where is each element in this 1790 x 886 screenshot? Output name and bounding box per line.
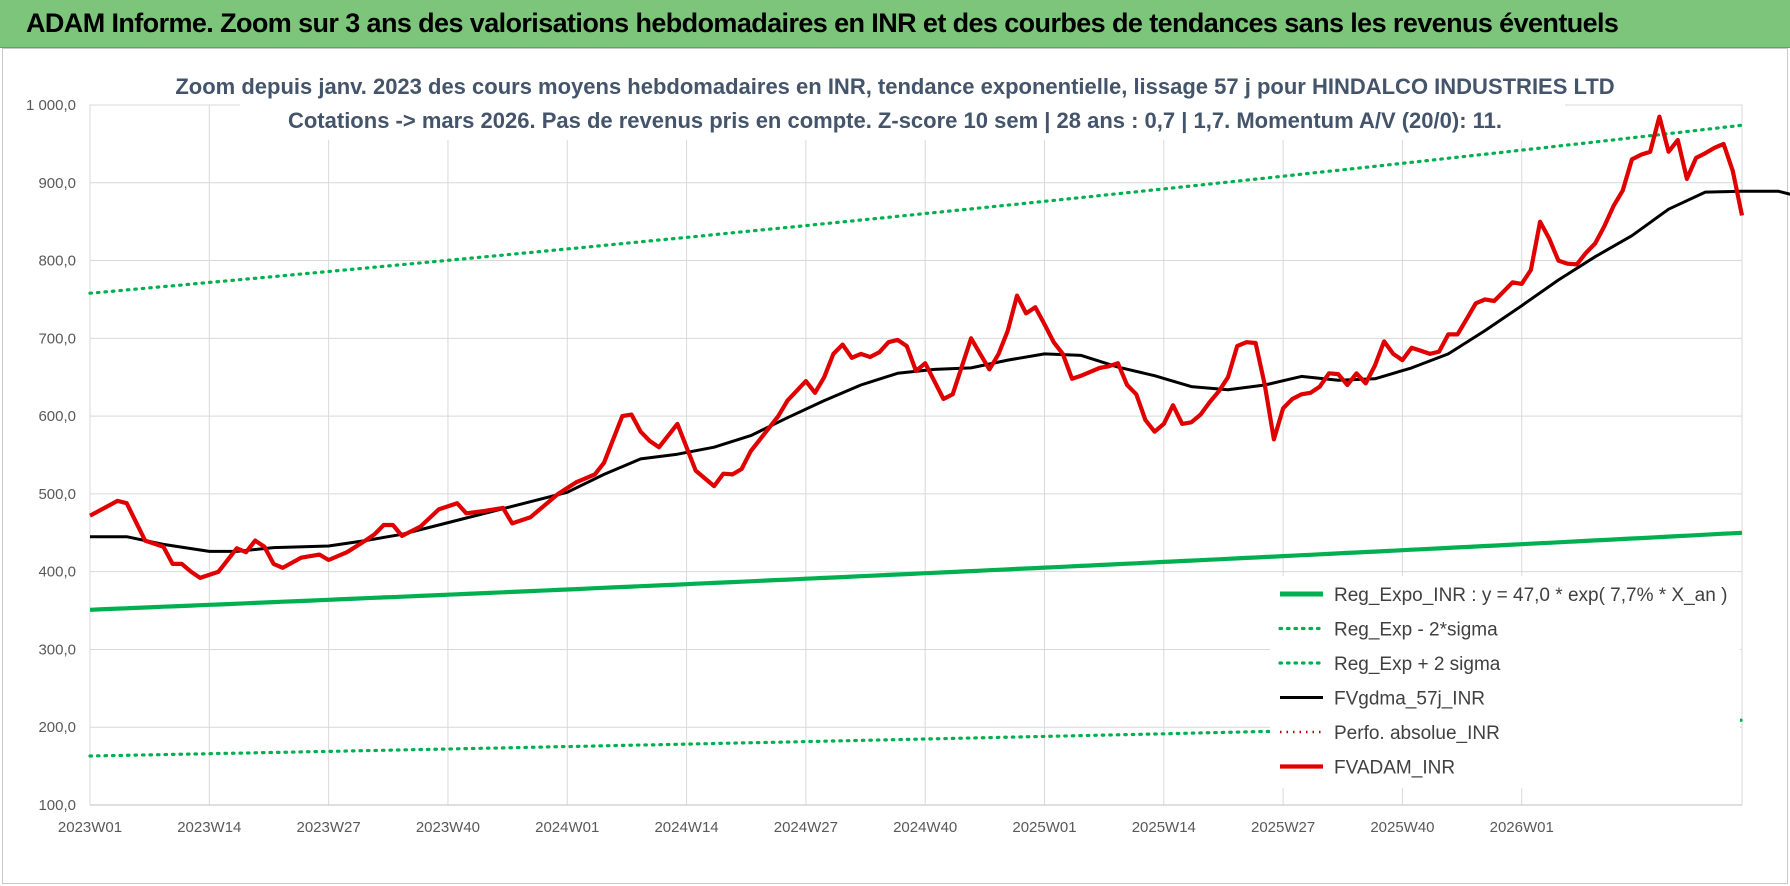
reg-exp-minus-2sigma-line [88, 718, 1744, 758]
legend-label: Reg_Expo_INR : y = 47,0 * exp( 7,7% * X_… [1334, 585, 1727, 606]
legend-background [1270, 576, 1740, 788]
y-tick-label: 900,0 [38, 175, 76, 192]
title-background [240, 66, 1565, 140]
legend-label: Reg_Exp - 2*sigma [1334, 620, 1498, 641]
x-tick-label: 2023W40 [416, 819, 480, 836]
x-axis: 2023W01 2023W14 2023W27 2023W40 2024W01 2024W… [58, 804, 1742, 836]
x-tick-label: 2025W27 [1251, 819, 1315, 836]
x-tick-label: 2024W01 [535, 819, 599, 836]
report-banner: ADAM Informe. Zoom sur 3 ans des valoris… [0, 0, 1790, 48]
fvadam-line [89, 114, 1745, 580]
fvgdma-line [90, 189, 1790, 553]
x-tick-label: 2023W01 [58, 819, 122, 836]
chart-series [88, 114, 1790, 758]
x-tick-label: 2024W14 [654, 819, 718, 836]
x-tick-label: 2025W01 [1012, 819, 1076, 836]
y-tick-label: 300,0 [38, 641, 76, 658]
y-tick-label: 100,0 [38, 797, 76, 814]
legend-label: FVgdma_57j_INR [1334, 689, 1485, 710]
x-tick-label: 2025W14 [1132, 819, 1196, 836]
y-tick-label: 700,0 [38, 330, 76, 347]
legend-label: Perfo. absolue_INR [1334, 723, 1500, 744]
x-tick-label: 2024W40 [893, 819, 957, 836]
x-tick-label: 2026W01 [1490, 819, 1554, 836]
y-axis: 100,0 200,0 300,0 400,0 500,0 600,0 700,0 800,0… [26, 97, 76, 814]
x-tick-label: 2024W27 [774, 819, 838, 836]
x-tick-label: 2023W14 [177, 819, 241, 836]
y-tick-label: 600,0 [38, 408, 76, 425]
chart-legend: Reg_Expo_INR : y = 47,0 * exp( 7,7% * X_… [1270, 576, 1740, 788]
y-tick-label: 1 000,0 [26, 97, 76, 114]
chart-title-line1: Zoom depuis janv. 2023 des cours moyens … [175, 74, 1614, 99]
reg-exp-plus-2sigma-line [88, 123, 1744, 295]
y-tick-label: 400,0 [38, 564, 76, 581]
y-tick-label: 800,0 [38, 253, 76, 270]
chart-frame [2, 48, 1788, 884]
reg-expo-line [89, 530, 1743, 612]
x-tick-label: 2023W27 [297, 819, 361, 836]
legend-label: Reg_Exp + 2 sigma [1334, 654, 1501, 675]
chart-title-line2: Cotations -> mars 2026. Pas de revenus p… [288, 108, 1502, 133]
y-tick-label: 200,0 [38, 719, 76, 736]
y-tick-label: 500,0 [38, 486, 76, 503]
x-tick-label: 2025W40 [1370, 819, 1434, 836]
report-title: ADAM Informe. Zoom sur 3 ans des valoris… [26, 8, 1619, 38]
legend-label: FVADAM_INR [1334, 758, 1455, 779]
